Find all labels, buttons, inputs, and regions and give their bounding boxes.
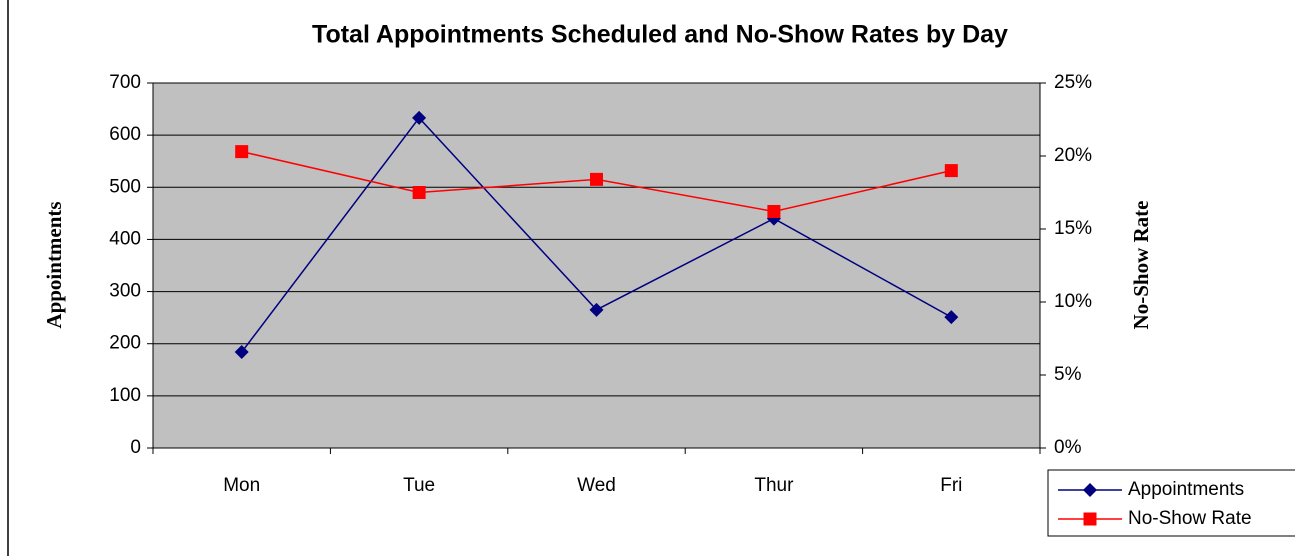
y-tick-label: 0: [130, 437, 141, 458]
data-point: [235, 145, 249, 159]
legend-label: No-Show Rate: [1128, 508, 1252, 529]
data-point: [767, 204, 781, 218]
y2-tick-label: 0%: [1054, 437, 1082, 458]
data-point: [234, 345, 249, 360]
x-tick-label: Fri: [940, 475, 962, 496]
legend-marker: [1083, 483, 1097, 497]
y-tick-label: 600: [109, 124, 141, 145]
x-tick-label: Tue: [403, 475, 435, 496]
y2-tick-label: 10%: [1054, 291, 1092, 312]
y2-axis-label: No-Show Rate: [1129, 201, 1153, 330]
data-point: [589, 302, 604, 317]
y-tick-label: 700: [109, 72, 141, 93]
data-point: [944, 164, 958, 178]
x-tick-label: Thur: [754, 475, 794, 496]
y-tick-label: 500: [109, 176, 141, 197]
data-point: [590, 172, 603, 186]
y-axis-label: Appointments: [42, 201, 66, 328]
y2-tick-label: 15%: [1054, 218, 1092, 239]
y-tick-label: 400: [109, 228, 141, 249]
y2-tick-label: 20%: [1054, 145, 1092, 166]
plot-area: [153, 83, 1040, 448]
data-point: [412, 110, 427, 125]
y-tick-label: 100: [109, 385, 141, 406]
y2-tick-label: 5%: [1054, 364, 1082, 385]
data-point: [944, 310, 959, 325]
legend-marker: [1083, 512, 1097, 526]
y2-tick-label: 25%: [1054, 72, 1092, 93]
x-tick-label: Wed: [577, 475, 616, 496]
y-tick-label: 300: [109, 281, 141, 302]
chart-title: Total Appointments Scheduled and No-Show…: [312, 21, 1008, 49]
x-tick-label: Mon: [223, 475, 260, 496]
legend-label: Appointments: [1128, 479, 1244, 500]
y-tick-label: 200: [109, 333, 141, 354]
data-point: [412, 186, 426, 199]
